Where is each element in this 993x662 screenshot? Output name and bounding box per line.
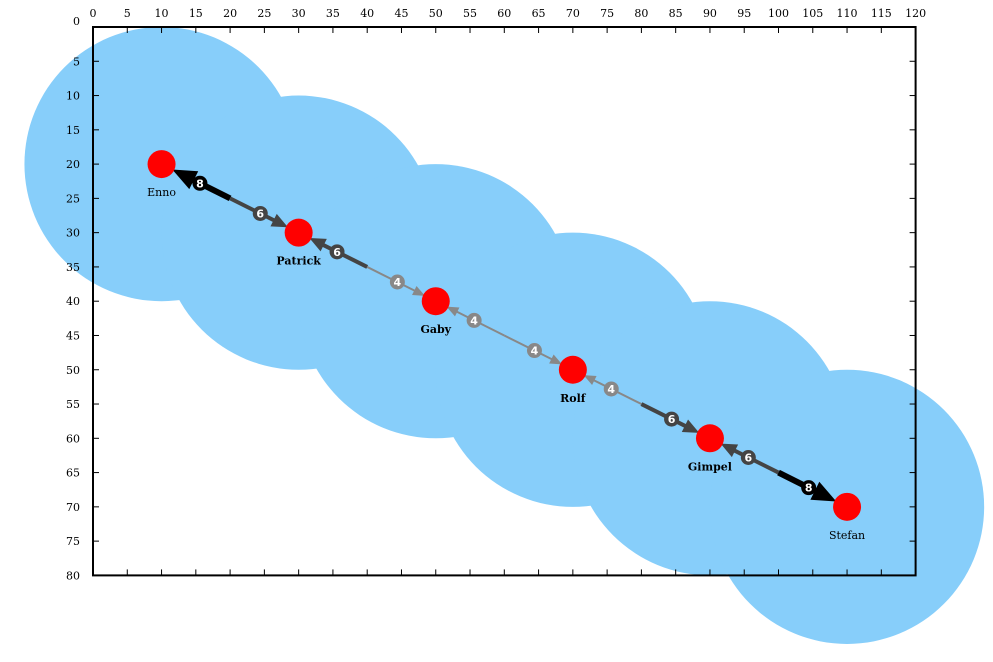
link-layer: 8 6 6 4 4 4 4 6 6 8 <box>172 169 837 502</box>
y-axis: 0 5 10 15 20 25 30 35 40 45 50 55 60 65 70 75 80 <box>66 15 916 582</box>
link-arrowhead <box>270 213 288 228</box>
y-tick-label: 55 <box>66 398 80 411</box>
y-tick-label: 35 <box>66 261 80 274</box>
link-weight-label: 6 <box>333 246 341 259</box>
x-tick-label: 105 <box>802 7 823 20</box>
x-tick-label: 55 <box>463 7 477 20</box>
x-tick-label: 115 <box>871 7 892 20</box>
x-tick-label: 5 <box>124 7 131 20</box>
node-label-rolf: Rolf <box>560 392 587 405</box>
x-tick-label: 50 <box>429 7 443 20</box>
y-tick-label: 45 <box>66 329 80 342</box>
link-line <box>321 242 369 269</box>
x-tick-label: 40 <box>360 7 374 20</box>
x-tick-label: 20 <box>223 7 237 20</box>
x-tick-label: 80 <box>634 7 648 20</box>
link-weight-label: 4 <box>394 276 402 289</box>
link-weight-label: 8 <box>196 177 204 190</box>
link-arrowhead <box>810 481 837 502</box>
y-tick-label: 30 <box>66 227 80 240</box>
x-tick-label: 85 <box>669 7 683 20</box>
node-label-patrick: Patrick <box>276 255 321 268</box>
x-tick-label: 15 <box>189 7 203 20</box>
y-tick-label: 40 <box>66 295 80 308</box>
link-line <box>229 196 277 223</box>
link-weight-badge <box>192 175 208 191</box>
node-layer: Enno Patrick Gaby Rolf Gimpel Stefan <box>147 150 865 542</box>
y-tick-label: 0 <box>73 15 80 28</box>
y-tick-label: 20 <box>66 158 80 171</box>
link-weight-badge <box>329 244 345 260</box>
link-weight-badge <box>603 381 619 397</box>
y-tick-label: 15 <box>66 124 80 137</box>
link-arrowhead <box>583 375 597 385</box>
y-tick-label: 75 <box>66 535 80 548</box>
link-weight-badge <box>801 480 817 496</box>
x-tick-label: 100 <box>768 7 789 20</box>
link-weight-badge <box>740 449 756 465</box>
link-weight-label: 4 <box>607 383 615 396</box>
link-weight-badge <box>526 343 542 359</box>
x-tick-label: 25 <box>257 7 271 20</box>
x-tick-label: 70 <box>566 7 580 20</box>
link-weight-badge <box>252 205 268 221</box>
x-axis: 0 5 10 15 20 25 30 35 40 45 50 55 60 65 70 75 80 85 90 95 10… <box>90 7 926 576</box>
y-tick-label: 70 <box>66 501 80 514</box>
link-arrowhead <box>412 285 426 296</box>
link-weight-badge <box>389 274 405 290</box>
link-line <box>640 402 688 429</box>
node-gaby <box>421 287 450 316</box>
link-weight-label: 8 <box>805 482 813 495</box>
y-tick-label: 50 <box>66 364 80 377</box>
y-tick-label: 80 <box>66 569 80 582</box>
node-label-gaby: Gaby <box>420 323 451 336</box>
x-tick-label: 30 <box>292 7 306 20</box>
link-arrowhead <box>446 306 460 317</box>
link-arrowhead <box>549 354 563 365</box>
y-tick-label: 10 <box>66 90 80 103</box>
link-arrowhead <box>720 443 739 458</box>
x-tick-label: 10 <box>155 7 169 20</box>
node-label-stefan: Stefan <box>829 529 865 542</box>
link-weight-label: 6 <box>668 413 676 426</box>
node-label-gimpel: Gimpel <box>688 460 732 473</box>
link-weight-badge <box>664 411 680 427</box>
x-tick-label: 110 <box>837 7 858 20</box>
link-line <box>732 448 780 475</box>
y-tick-label: 65 <box>66 467 80 480</box>
x-tick-label: 60 <box>497 7 511 20</box>
x-tick-label: 35 <box>326 7 340 20</box>
node-gimpel <box>695 424 724 453</box>
x-tick-label: 90 <box>703 7 717 20</box>
node-label-enno: Enno <box>147 186 176 199</box>
x-tick-label: 0 <box>90 7 97 20</box>
link-arrowhead <box>681 419 700 433</box>
y-tick-label: 5 <box>73 55 80 68</box>
x-tick-label: 95 <box>737 7 751 20</box>
x-tick-label: 45 <box>394 7 408 20</box>
link-arrowhead <box>172 169 199 190</box>
y-tick-label: 25 <box>66 192 80 205</box>
x-tick-label: 65 <box>532 7 546 20</box>
y-tick-label: 60 <box>66 432 80 445</box>
link-weight-label: 6 <box>745 451 753 464</box>
node-enno <box>147 150 176 179</box>
link-weight-label: 4 <box>470 314 478 327</box>
link-weight-badge <box>466 312 482 328</box>
link-arrowhead <box>309 238 327 252</box>
x-tick-label: 75 <box>600 7 614 20</box>
node-rolf <box>558 355 587 384</box>
link-weight-label: 6 <box>256 207 264 220</box>
x-tick-label: 120 <box>905 7 926 20</box>
link-weight-label: 4 <box>531 345 539 358</box>
node-stefan <box>833 492 862 521</box>
node-patrick <box>284 218 313 247</box>
